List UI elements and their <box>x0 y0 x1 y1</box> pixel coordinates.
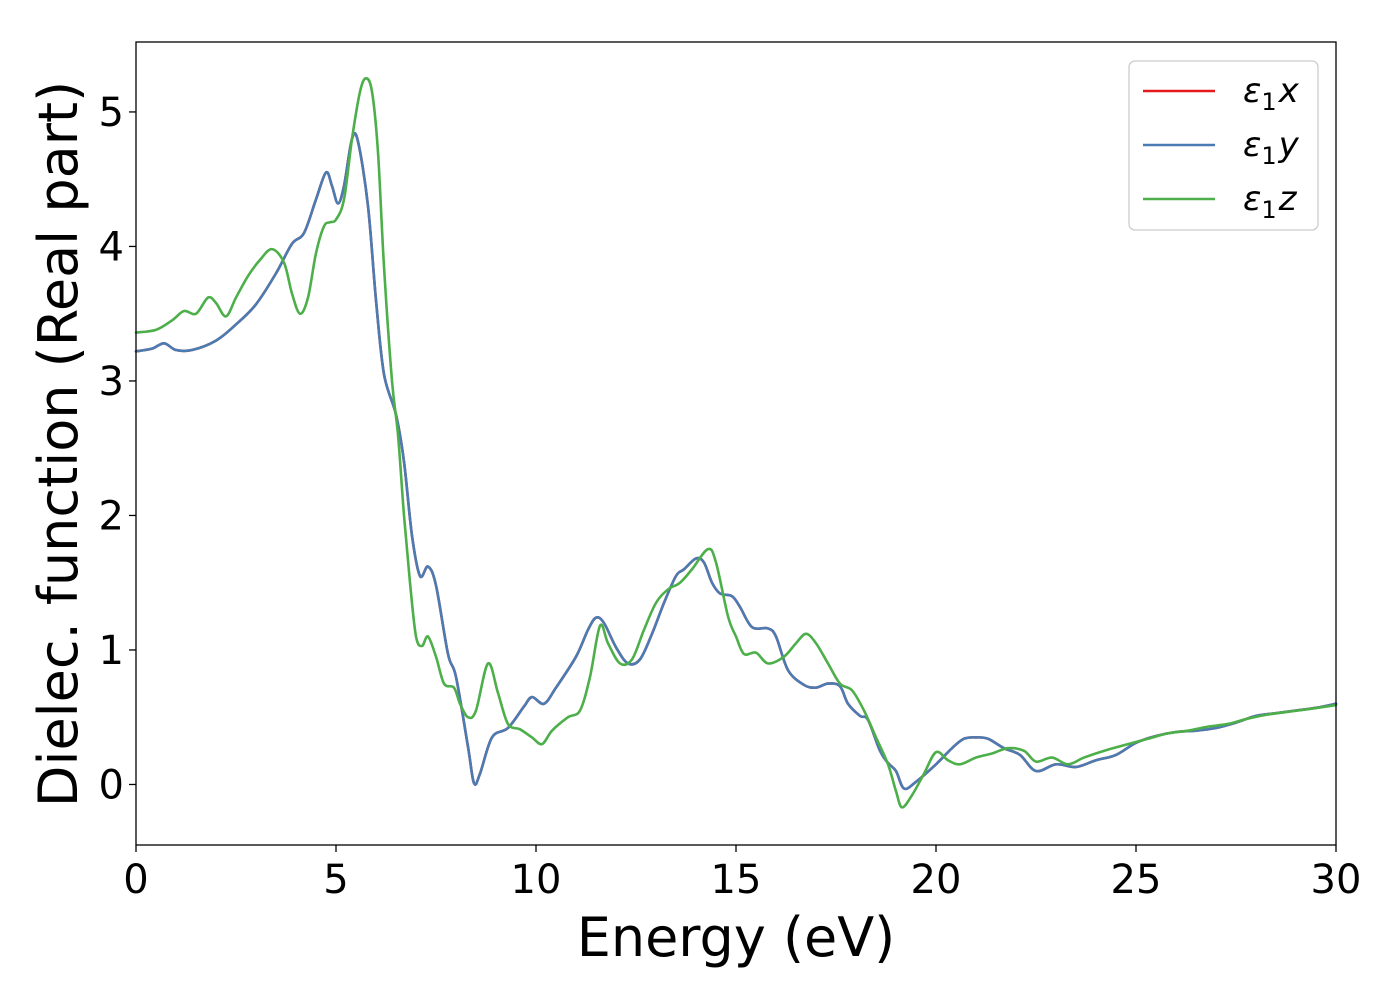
legend-box <box>1128 60 1319 231</box>
y-tick-label: 0 <box>99 762 124 808</box>
x-axis-title: Energy (eV) <box>577 906 896 969</box>
y-tick-label: 3 <box>99 359 124 405</box>
x-tick-label: 5 <box>323 857 348 903</box>
x-tick-label: 25 <box>1111 857 1162 903</box>
legend-label-x: ε1x <box>1243 71 1300 116</box>
y-tick-label: 4 <box>99 224 124 270</box>
y-tick-label: 1 <box>99 628 124 674</box>
x-tick-label: 15 <box>711 857 762 903</box>
x-tick-label: 10 <box>511 857 562 903</box>
y-axis: 0 1 2 3 4 5 <box>99 90 136 808</box>
y-axis-title: Dielec. function (Real part) <box>27 81 90 807</box>
x-axis: 0 5 10 15 20 25 30 <box>123 845 1361 903</box>
legend-label-z: ε1z <box>1243 179 1298 224</box>
legend-label-y: ε1y <box>1243 125 1300 170</box>
x-tick-label: 30 <box>1311 857 1362 903</box>
legend: ε1x ε1y ε1z <box>1128 60 1319 231</box>
y-tick-label: 5 <box>99 90 124 136</box>
series-line-z <box>134 77 1338 809</box>
series-layer <box>134 77 1338 809</box>
x-tick-label: 20 <box>911 857 962 903</box>
x-tick-label: 0 <box>123 857 148 903</box>
y-tick-label: 2 <box>99 493 124 539</box>
